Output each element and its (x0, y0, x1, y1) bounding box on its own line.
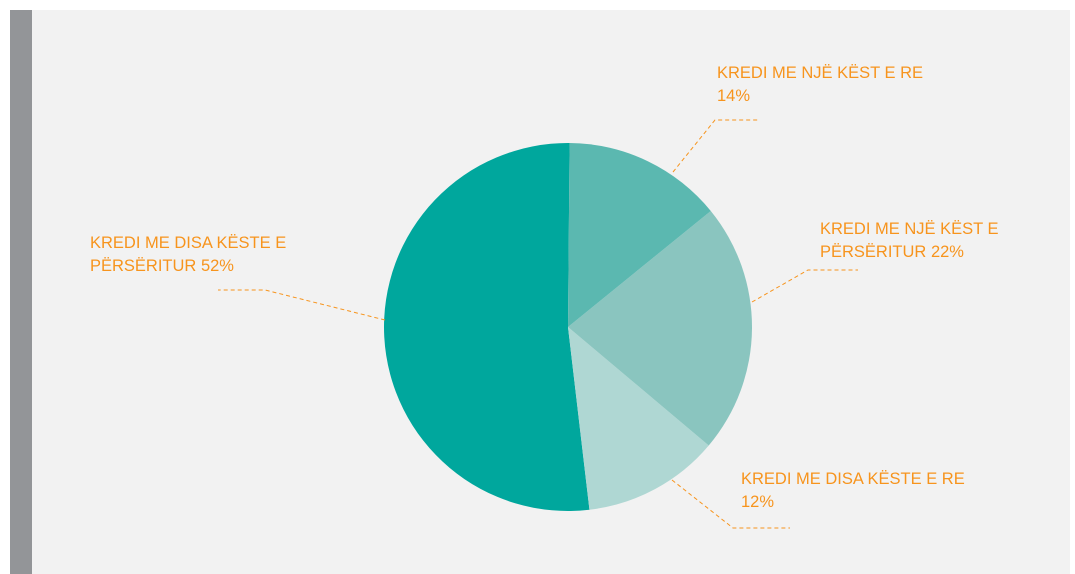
category-label: KREDI ME NJË KËST E RE (717, 64, 923, 82)
value-label: 52% (200, 257, 234, 275)
pie-slice (568, 143, 711, 327)
pie-slice (568, 210, 752, 446)
pie-slice (384, 143, 590, 512)
pie-slice (568, 327, 709, 510)
category-label: KREDI ME DISA KËSTE E RE (741, 470, 965, 488)
side-bar (10, 10, 32, 574)
value-label: 14% (717, 87, 751, 105)
leader-line (672, 119, 760, 173)
slice-label: KREDI ME NJË KËST E RE 14% (717, 62, 942, 108)
category-label: KREDI ME DISA KËSTE E PËRSËRITUR (90, 234, 287, 275)
leader-line (671, 479, 790, 529)
leader-line (751, 269, 858, 303)
category-label: KREDI ME NJË KËST E PËRSËRITUR (820, 220, 999, 261)
value-label: 22% (930, 243, 964, 261)
slice-label: KREDI ME DISA KËSTE E RE 12% (741, 468, 966, 514)
value-label: 12% (741, 493, 775, 511)
slice-label: KREDI ME NJË KËST E PËRSËRITUR 22% (820, 218, 1045, 264)
leader-line (218, 289, 386, 321)
slice-label: KREDI ME DISA KËSTE E PËRSËRITUR 52% (90, 232, 315, 278)
